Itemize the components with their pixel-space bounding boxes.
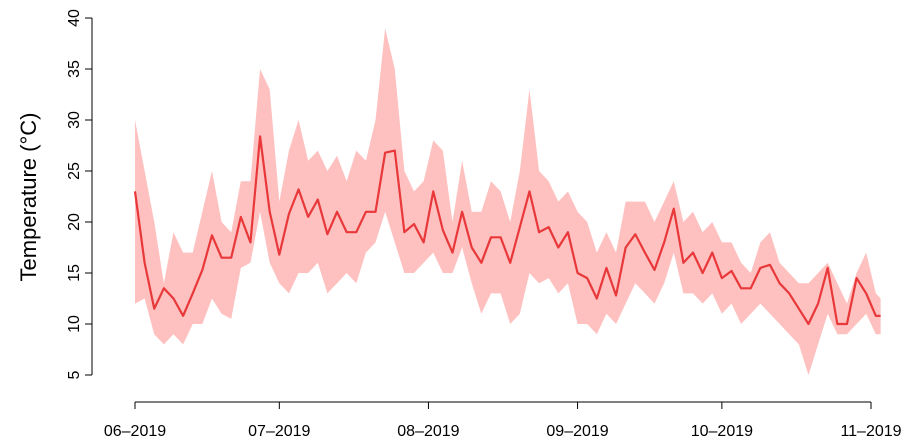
y-tick-label: 5	[66, 370, 83, 379]
y-tick-label: 40	[66, 9, 83, 27]
x-tick-label: 06–2019	[104, 423, 166, 440]
y-tick-label: 15	[66, 264, 83, 282]
y-tick-label: 10	[66, 315, 83, 333]
mean-line	[133, 135, 881, 326]
confidence-band	[135, 28, 881, 375]
x-tick-label: 07–2019	[248, 423, 310, 440]
y-axis-label: Temperature (°C)	[16, 113, 41, 282]
y-tick-label: 25	[66, 162, 83, 180]
x-tick-label: 11–2019	[840, 423, 901, 440]
x-tick-label: 09–2019	[546, 423, 608, 440]
y-tick-label: 30	[66, 111, 83, 129]
x-tick-label: 08–2019	[397, 423, 459, 440]
y-tick-label: 20	[66, 213, 83, 231]
x-tick-label: 10–2019	[691, 423, 753, 440]
y-tick-label: 35	[66, 60, 83, 78]
